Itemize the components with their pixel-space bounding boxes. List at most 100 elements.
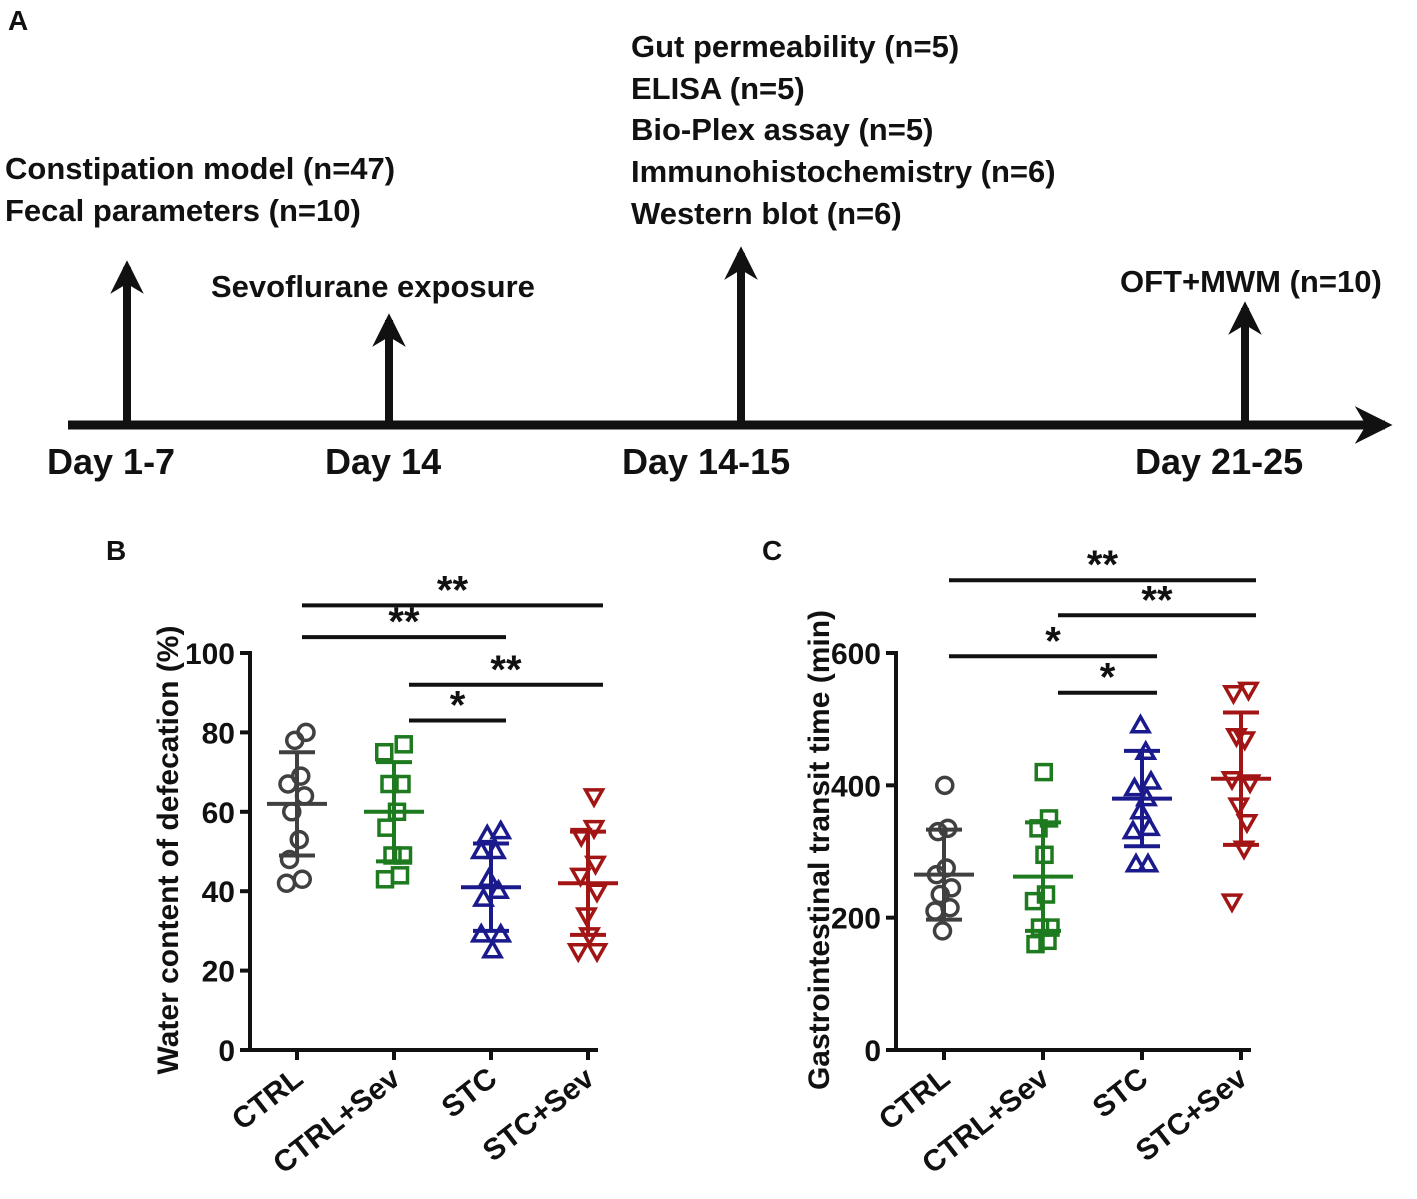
significance-label: ** [388,600,420,644]
significance-label: ** [1141,578,1173,622]
data-point [583,855,608,876]
x-tick-label: STC [1087,1062,1155,1125]
data-point [1039,809,1059,828]
timeline-day-label: Day 1-7 [47,441,175,482]
significance-label: * [1045,619,1061,663]
data-point [469,922,493,943]
panel-b-water-content-chart: B Water content of defecation (%) 0 20 40 6… [106,535,618,1180]
y-tick-label: 80 [202,717,235,750]
timeline-event-label: Western blot (n=6) [631,196,902,231]
data-point [486,878,511,899]
group-ctrl [914,775,974,941]
timeline-event-label: Sevoflurane exposure [211,269,535,304]
y-tick-label: 40 [202,876,235,909]
x-tick-label: STC+Sev [477,1061,601,1168]
timeline-event-label: Immunohistochemistry (n=6) [631,154,1056,189]
panel-c-transit-time-chart: C Gastrointestinal transit time (min) 0 2… [762,535,1271,1180]
y-tick-label: 60 [202,797,235,830]
y-tick-label: 0 [864,1035,881,1068]
y-tick-label: 100 [185,638,235,671]
y-tick-label: 20 [202,956,235,989]
group-ctrl [267,722,327,894]
group-stc-plus-sev [558,788,618,964]
data-point [935,775,955,796]
data-point [380,774,399,794]
data-point [1227,797,1251,818]
timeline-event-label: Constipation model (n=47) [5,151,395,186]
significance-label: ** [490,648,522,692]
timeline-event-label: Gut permeability (n=5) [631,29,959,64]
data-point [469,838,493,860]
data-point [1137,815,1162,837]
data-point [291,766,311,786]
data-point [582,819,606,841]
data-point [1124,852,1148,873]
data-point [477,866,501,888]
data-point [489,819,513,840]
significance-label: * [1100,656,1116,700]
panel-a-timeline: A Day 1-7 Day 14 Day 14-15 Day 21-25 Con… [5,5,1393,482]
data-point [296,722,316,743]
data-point [1128,713,1153,734]
data-point [276,873,297,894]
x-tick-label: CTRL [226,1062,309,1137]
panel-label-b: B [106,535,126,566]
timeline-event-label: Fecal parameters (n=10) [5,193,361,228]
data-point [1221,684,1246,706]
data-point [569,827,593,849]
data-point [390,866,410,885]
data-point [1036,885,1056,904]
x-tick-label: STC+Sev [1130,1061,1254,1168]
timeline-event-label: OFT+MWM (n=10) [1120,264,1382,299]
data-point [585,943,609,964]
data-point [582,788,606,809]
y-tick-label: 600 [831,638,881,671]
significance-label: ** [437,568,469,612]
data-point [394,735,413,754]
data-point [566,943,590,964]
data-point [279,849,300,870]
timeline-day-label: Day 14 [325,441,441,482]
data-point [377,818,396,837]
data-point [1121,819,1145,840]
timeline-event-label: Bio-Plex assay (n=5) [631,112,933,147]
y-axis-label: Water content of defecation (%) [152,626,185,1075]
data-point [585,883,609,904]
data-point [932,921,953,941]
data-point [1034,762,1053,782]
data-point [1236,681,1261,702]
x-tick-label: STC [436,1062,504,1125]
data-point [375,743,394,762]
y-tick-label: 200 [831,903,881,936]
significance-label: ** [1087,543,1119,587]
y-tick-label: 0 [218,1035,235,1068]
data-point [480,938,505,959]
data-point [1220,893,1244,914]
y-axis-label: Gastrointestinal transit time (min) [803,610,836,1090]
data-point [1238,774,1262,795]
data-point [568,867,593,888]
y-tick-label: 400 [831,770,881,803]
data-point [1232,840,1256,861]
group-stc [461,819,521,959]
group-stc [1112,713,1172,873]
data-point [375,870,395,889]
data-point [1030,918,1050,937]
timeline-day-label: Day 14-15 [622,441,790,482]
panel-label-c: C [762,535,782,566]
data-point [1136,852,1160,873]
data-point [1139,769,1163,790]
timeline-event-label: ELISA (n=5) [631,71,805,106]
panel-label-a: A [8,5,28,36]
x-tick-label: CTRL [873,1062,956,1137]
timeline-day-label: Day 21-25 [1135,441,1303,482]
group-ctrl-plus-sev [364,735,424,889]
group-ctrl-plus-sev [1013,762,1073,954]
data-point [1122,776,1147,797]
significance-label: * [450,683,466,727]
data-point [292,869,312,890]
group-stc-plus-sev [1211,681,1271,914]
data-point [289,829,309,850]
data-point [489,922,513,943]
